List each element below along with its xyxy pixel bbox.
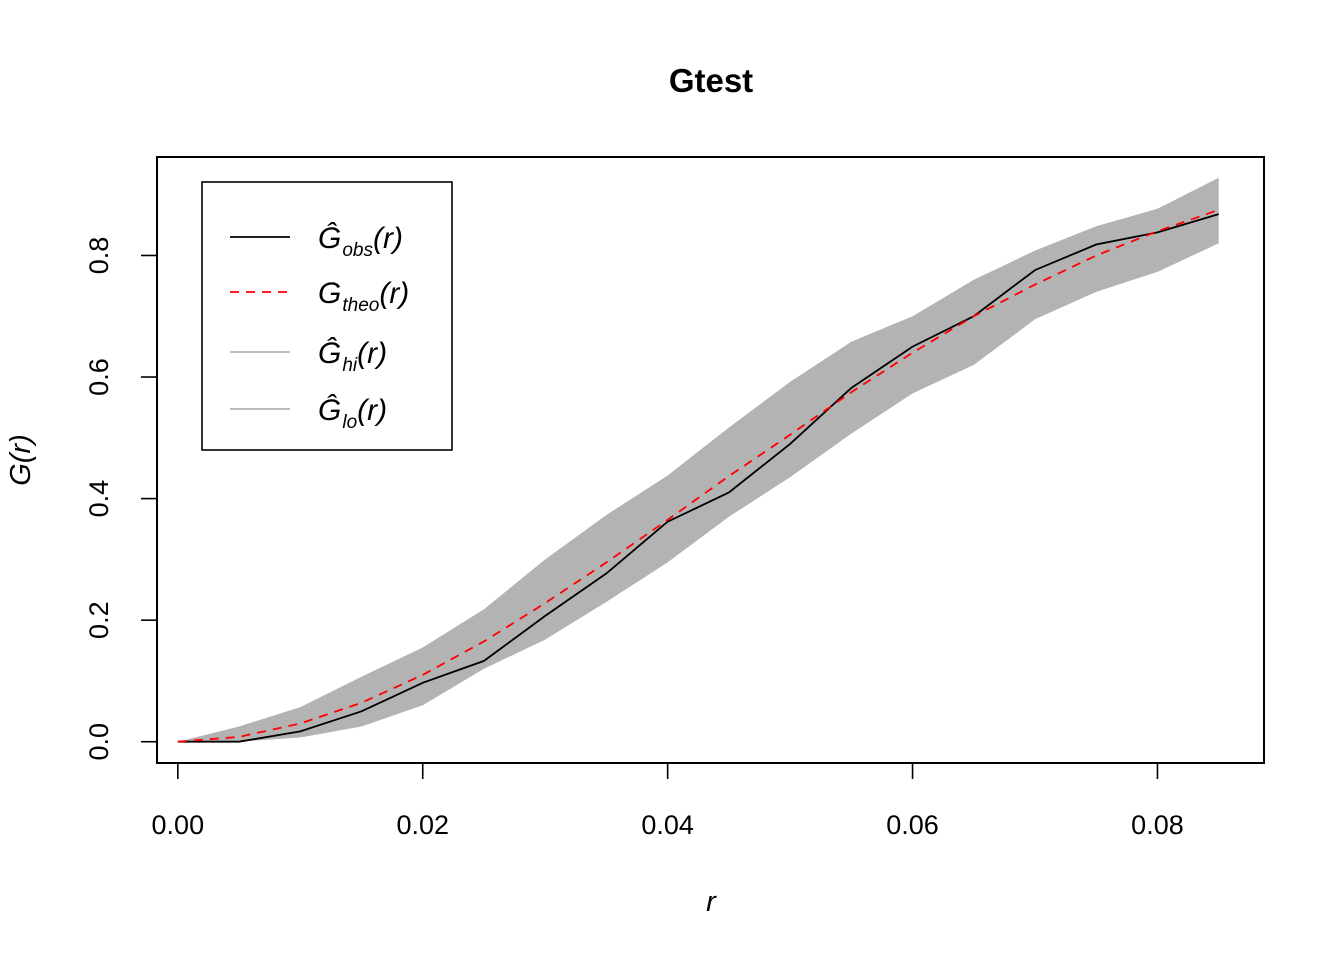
envelope-band xyxy=(177,177,1219,742)
y-tick-label: 0.6 xyxy=(84,358,114,396)
x-tick-label: 0.02 xyxy=(396,810,449,840)
legend-label-theo: Gtheo(r) xyxy=(318,277,409,316)
x-axis-label: r xyxy=(706,886,717,918)
legend-label-lo: Ĝlo(r) xyxy=(318,393,387,433)
series-line-obs xyxy=(177,213,1219,743)
y-tick-label: 0.0 xyxy=(84,723,114,761)
legend-label-hi: Ĝhi(r) xyxy=(318,336,387,376)
chart-title: Gtest xyxy=(669,62,753,99)
legend-label-obs: Ĝobs(r) xyxy=(318,221,403,261)
x-tick-label: 0.08 xyxy=(1131,810,1184,840)
legend-box xyxy=(201,181,453,451)
y-tick-label: 0.2 xyxy=(84,601,114,639)
x-axis: 0.00 0.02 0.04 0.06 0.08 xyxy=(152,762,1184,840)
series-line-theo xyxy=(177,209,1219,743)
y-tick-label: 0.8 xyxy=(84,237,114,275)
legend: Ĝobs(r) Gtheo(r) Ĝhi(r) Ĝlo(r) xyxy=(201,181,453,451)
series-lines-layer xyxy=(177,209,1219,743)
y-axis: 0.0 0.2 0.4 0.6 0.8 xyxy=(84,237,158,761)
envelope-band-layer xyxy=(177,177,1219,742)
x-tick-label: 0.06 xyxy=(886,810,939,840)
y-tick-label: 0.4 xyxy=(84,480,114,518)
x-tick-label: 0.00 xyxy=(152,810,205,840)
y-axis-label: G(r) xyxy=(5,434,37,486)
x-tick-label: 0.04 xyxy=(641,810,694,840)
